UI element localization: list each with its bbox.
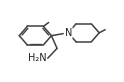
- Text: N: N: [64, 28, 72, 38]
- Text: H₂N: H₂N: [29, 53, 47, 63]
